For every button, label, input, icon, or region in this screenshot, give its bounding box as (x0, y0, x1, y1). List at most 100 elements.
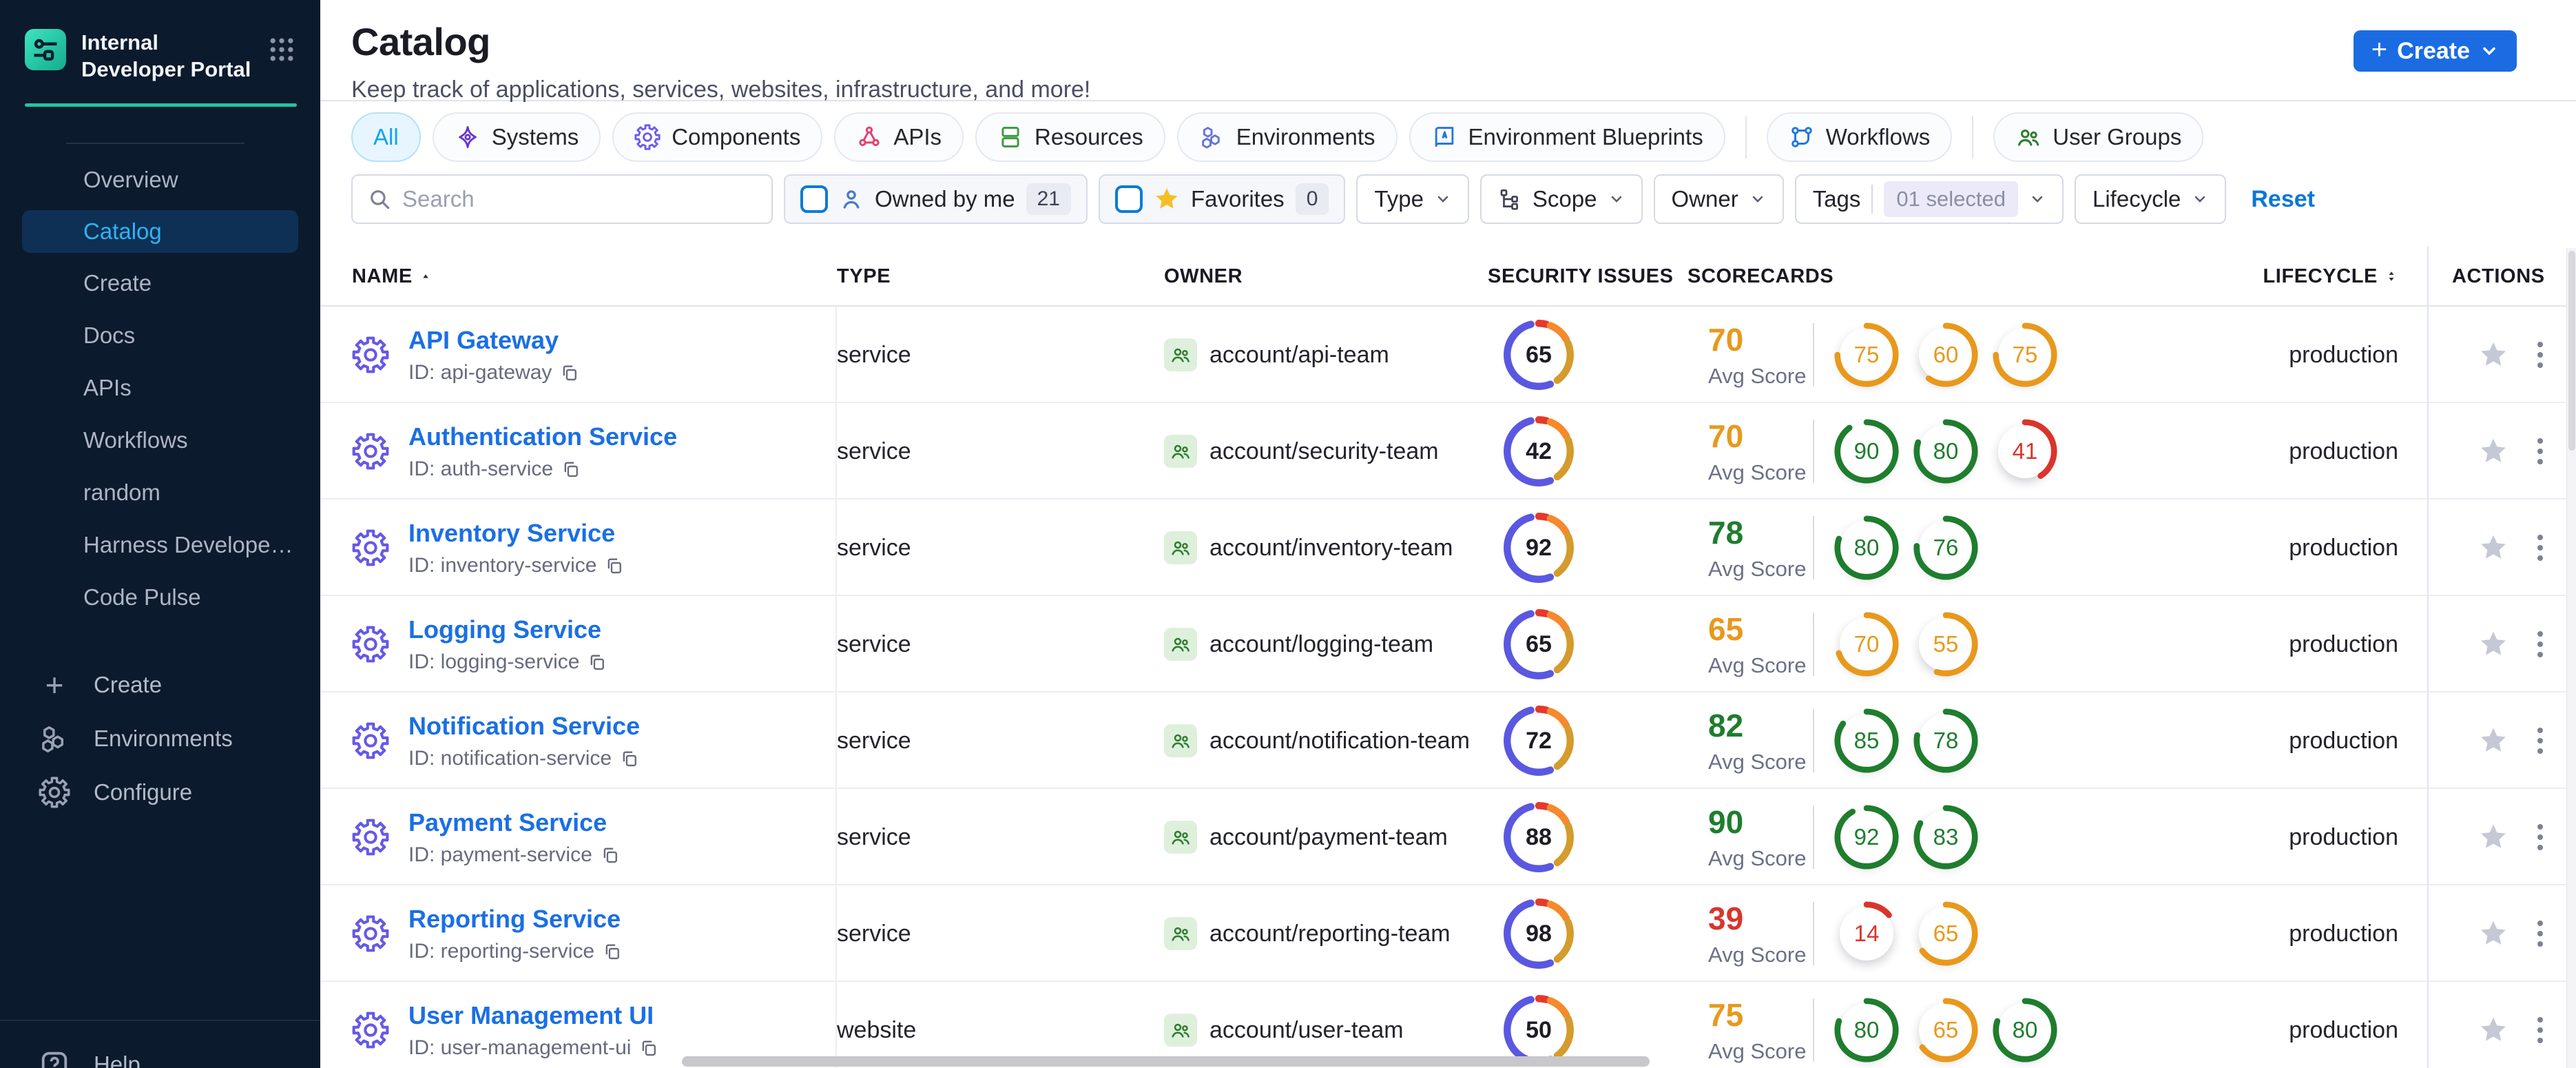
copy-icon[interactable] (603, 942, 622, 961)
row-menu-button[interactable] (2533, 723, 2547, 758)
scorecards-divider (1813, 902, 1814, 965)
table-row[interactable]: Inventory Service ID: inventory-service se… (320, 500, 2576, 596)
gear-icon (634, 124, 661, 150)
sidebar-item-apis[interactable]: APIs (83, 375, 132, 400)
type-dropdown[interactable]: Type (1356, 174, 1469, 224)
scorecard-ring: 41 (1992, 418, 2058, 484)
owner-dropdown[interactable]: Owner (1653, 174, 1784, 224)
kind-tabs: All Systems Components APIs Resources Environ… (320, 101, 2576, 167)
sidebar-item-overview[interactable]: Overview (83, 167, 178, 192)
search-input[interactable] (402, 186, 756, 212)
copy-icon[interactable] (560, 363, 579, 382)
tab-divider (1972, 116, 1974, 158)
favorite-star-button[interactable] (2478, 822, 2509, 852)
tags-dropdown[interactable]: Tags 01 selected (1794, 174, 2064, 224)
scorecard-ring: 85 (1834, 708, 1900, 774)
table-row[interactable]: Payment Service ID: payment-service servic… (320, 789, 2576, 885)
vertical-scrollbar-track[interactable] (2566, 248, 2576, 1068)
sidebar-item-docs[interactable]: Docs (83, 322, 136, 348)
component-name-link[interactable]: Inventory Service (408, 518, 616, 547)
copy-icon[interactable] (561, 460, 581, 479)
sidebar-item-create[interactable]: + Create (0, 658, 320, 712)
scorecards-cell: 39 Avg Score 14 65 (1687, 900, 2266, 967)
sidebar-item-random[interactable]: random (83, 480, 160, 505)
row-menu-button[interactable] (2533, 531, 2547, 565)
tab-workflows[interactable]: Workflows (1766, 112, 1953, 162)
tab-all[interactable]: All (351, 112, 421, 162)
tab-apis[interactable]: APIs (834, 112, 964, 162)
row-menu-button[interactable] (2533, 338, 2547, 372)
favorite-star-button[interactable] (2478, 1015, 2509, 1045)
favorite-star-button[interactable] (2478, 533, 2509, 563)
row-menu-button[interactable] (2533, 627, 2547, 661)
favorite-star-button[interactable] (2478, 436, 2509, 466)
component-name-link[interactable]: Authentication Service (408, 422, 678, 451)
column-header-name[interactable]: NAME (320, 265, 837, 288)
lifecycle-dropdown[interactable]: Lifecycle (2074, 174, 2227, 224)
copy-icon[interactable] (601, 845, 620, 865)
row-menu-button[interactable] (2533, 820, 2547, 854)
owned-by-me-checkbox[interactable] (800, 185, 828, 213)
copy-icon[interactable] (620, 749, 639, 768)
tab-environment-blueprints[interactable]: Environment Blueprints (1409, 112, 1725, 162)
avg-score-value: 90 (1708, 804, 1744, 840)
sidebar-item-create[interactable]: Create (83, 270, 152, 296)
sidebar-item-configure[interactable]: Configure (0, 766, 320, 819)
column-header-lifecycle[interactable]: LIFECYCLE (2263, 265, 2427, 288)
owned-by-me-filter[interactable]: Owned by me 21 (784, 174, 1088, 224)
sidebar-item-help[interactable]: Help (0, 1038, 320, 1068)
tab-environments[interactable]: Environments (1176, 112, 1398, 162)
scorecards-divider (1813, 805, 1814, 869)
row-menu-button[interactable] (2533, 1013, 2547, 1047)
component-name-link[interactable]: Payment Service (408, 808, 607, 836)
table-row[interactable]: User Management UI ID: user-management-ui… (320, 982, 2576, 1068)
favorites-filter[interactable]: Favorites 0 (1098, 174, 1346, 224)
owner-group-icon (1164, 628, 1197, 661)
table-row[interactable]: Logging Service ID: logging-service servic… (320, 596, 2576, 692)
app-grid-icon[interactable] (267, 34, 297, 65)
create-button[interactable]: + Create (2353, 30, 2517, 72)
favorites-checkbox[interactable] (1114, 185, 1143, 213)
sidebar-item-harness-develope-[interactable]: Harness Develope… (83, 532, 293, 557)
vertical-scrollbar-thumb[interactable] (2568, 251, 2575, 451)
table-row[interactable]: Notification Service ID: notification-ser… (320, 692, 2576, 789)
favorite-star-button[interactable] (2478, 340, 2509, 370)
sidebar-item-workflows[interactable]: Workflows (83, 427, 188, 453)
copy-icon[interactable] (639, 1038, 658, 1058)
favorite-star-button[interactable] (2478, 629, 2509, 659)
table-row[interactable]: Authentication Service ID: auth-service se… (320, 403, 2576, 500)
reset-filters-link[interactable]: Reset (2251, 185, 2315, 212)
component-name-link[interactable]: Notification Service (408, 711, 641, 740)
component-name-link[interactable]: Reporting Service (408, 904, 621, 933)
security-issues-donut: 72 (1503, 705, 1575, 777)
sidebar-item-catalog[interactable]: Catalog (22, 210, 298, 253)
row-menu-button[interactable] (2533, 434, 2547, 469)
scorecard-ring: 80 (1834, 997, 1900, 1063)
table-row[interactable]: API Gateway ID: api-gateway service account… (320, 307, 2576, 403)
favorite-star-button[interactable] (2478, 726, 2509, 756)
component-name-link[interactable]: User Management UI (408, 1000, 654, 1029)
tab-resources[interactable]: Resources (975, 112, 1165, 162)
row-menu-button[interactable] (2533, 916, 2547, 951)
scorecards-divider (1813, 323, 1814, 387)
sidebar-bottom-nav: + Create Environments Configure (0, 658, 320, 819)
scope-dropdown[interactable]: Scope (1479, 174, 1643, 224)
sidebar-item-code-pulse[interactable]: Code Pulse (83, 584, 201, 610)
sidebar-item-environments[interactable]: Environments (0, 712, 320, 766)
component-name-link[interactable]: Logging Service (408, 615, 602, 644)
favorite-star-button[interactable] (2478, 918, 2509, 949)
tab-components[interactable]: Components (612, 112, 823, 162)
scorecard-ring: 55 (1913, 611, 1979, 677)
table-row[interactable]: Reporting Service ID: reporting-service se… (320, 885, 2576, 982)
component-gear-icon (352, 433, 389, 470)
horizontal-scrollbar-thumb[interactable] (682, 1056, 1650, 1067)
main-content: Catalog Keep track of applications, serv… (320, 0, 2576, 1068)
avg-score-label: Avg Score (1708, 364, 1807, 388)
tab-user-groups[interactable]: User Groups (1993, 112, 2204, 162)
owner-group-icon (1164, 1014, 1197, 1047)
security-issues-donut: 98 (1503, 898, 1575, 969)
copy-icon[interactable] (588, 653, 607, 672)
component-name-link[interactable]: API Gateway (408, 325, 559, 354)
tab-systems[interactable]: Systems (432, 112, 601, 162)
copy-icon[interactable] (605, 556, 624, 575)
